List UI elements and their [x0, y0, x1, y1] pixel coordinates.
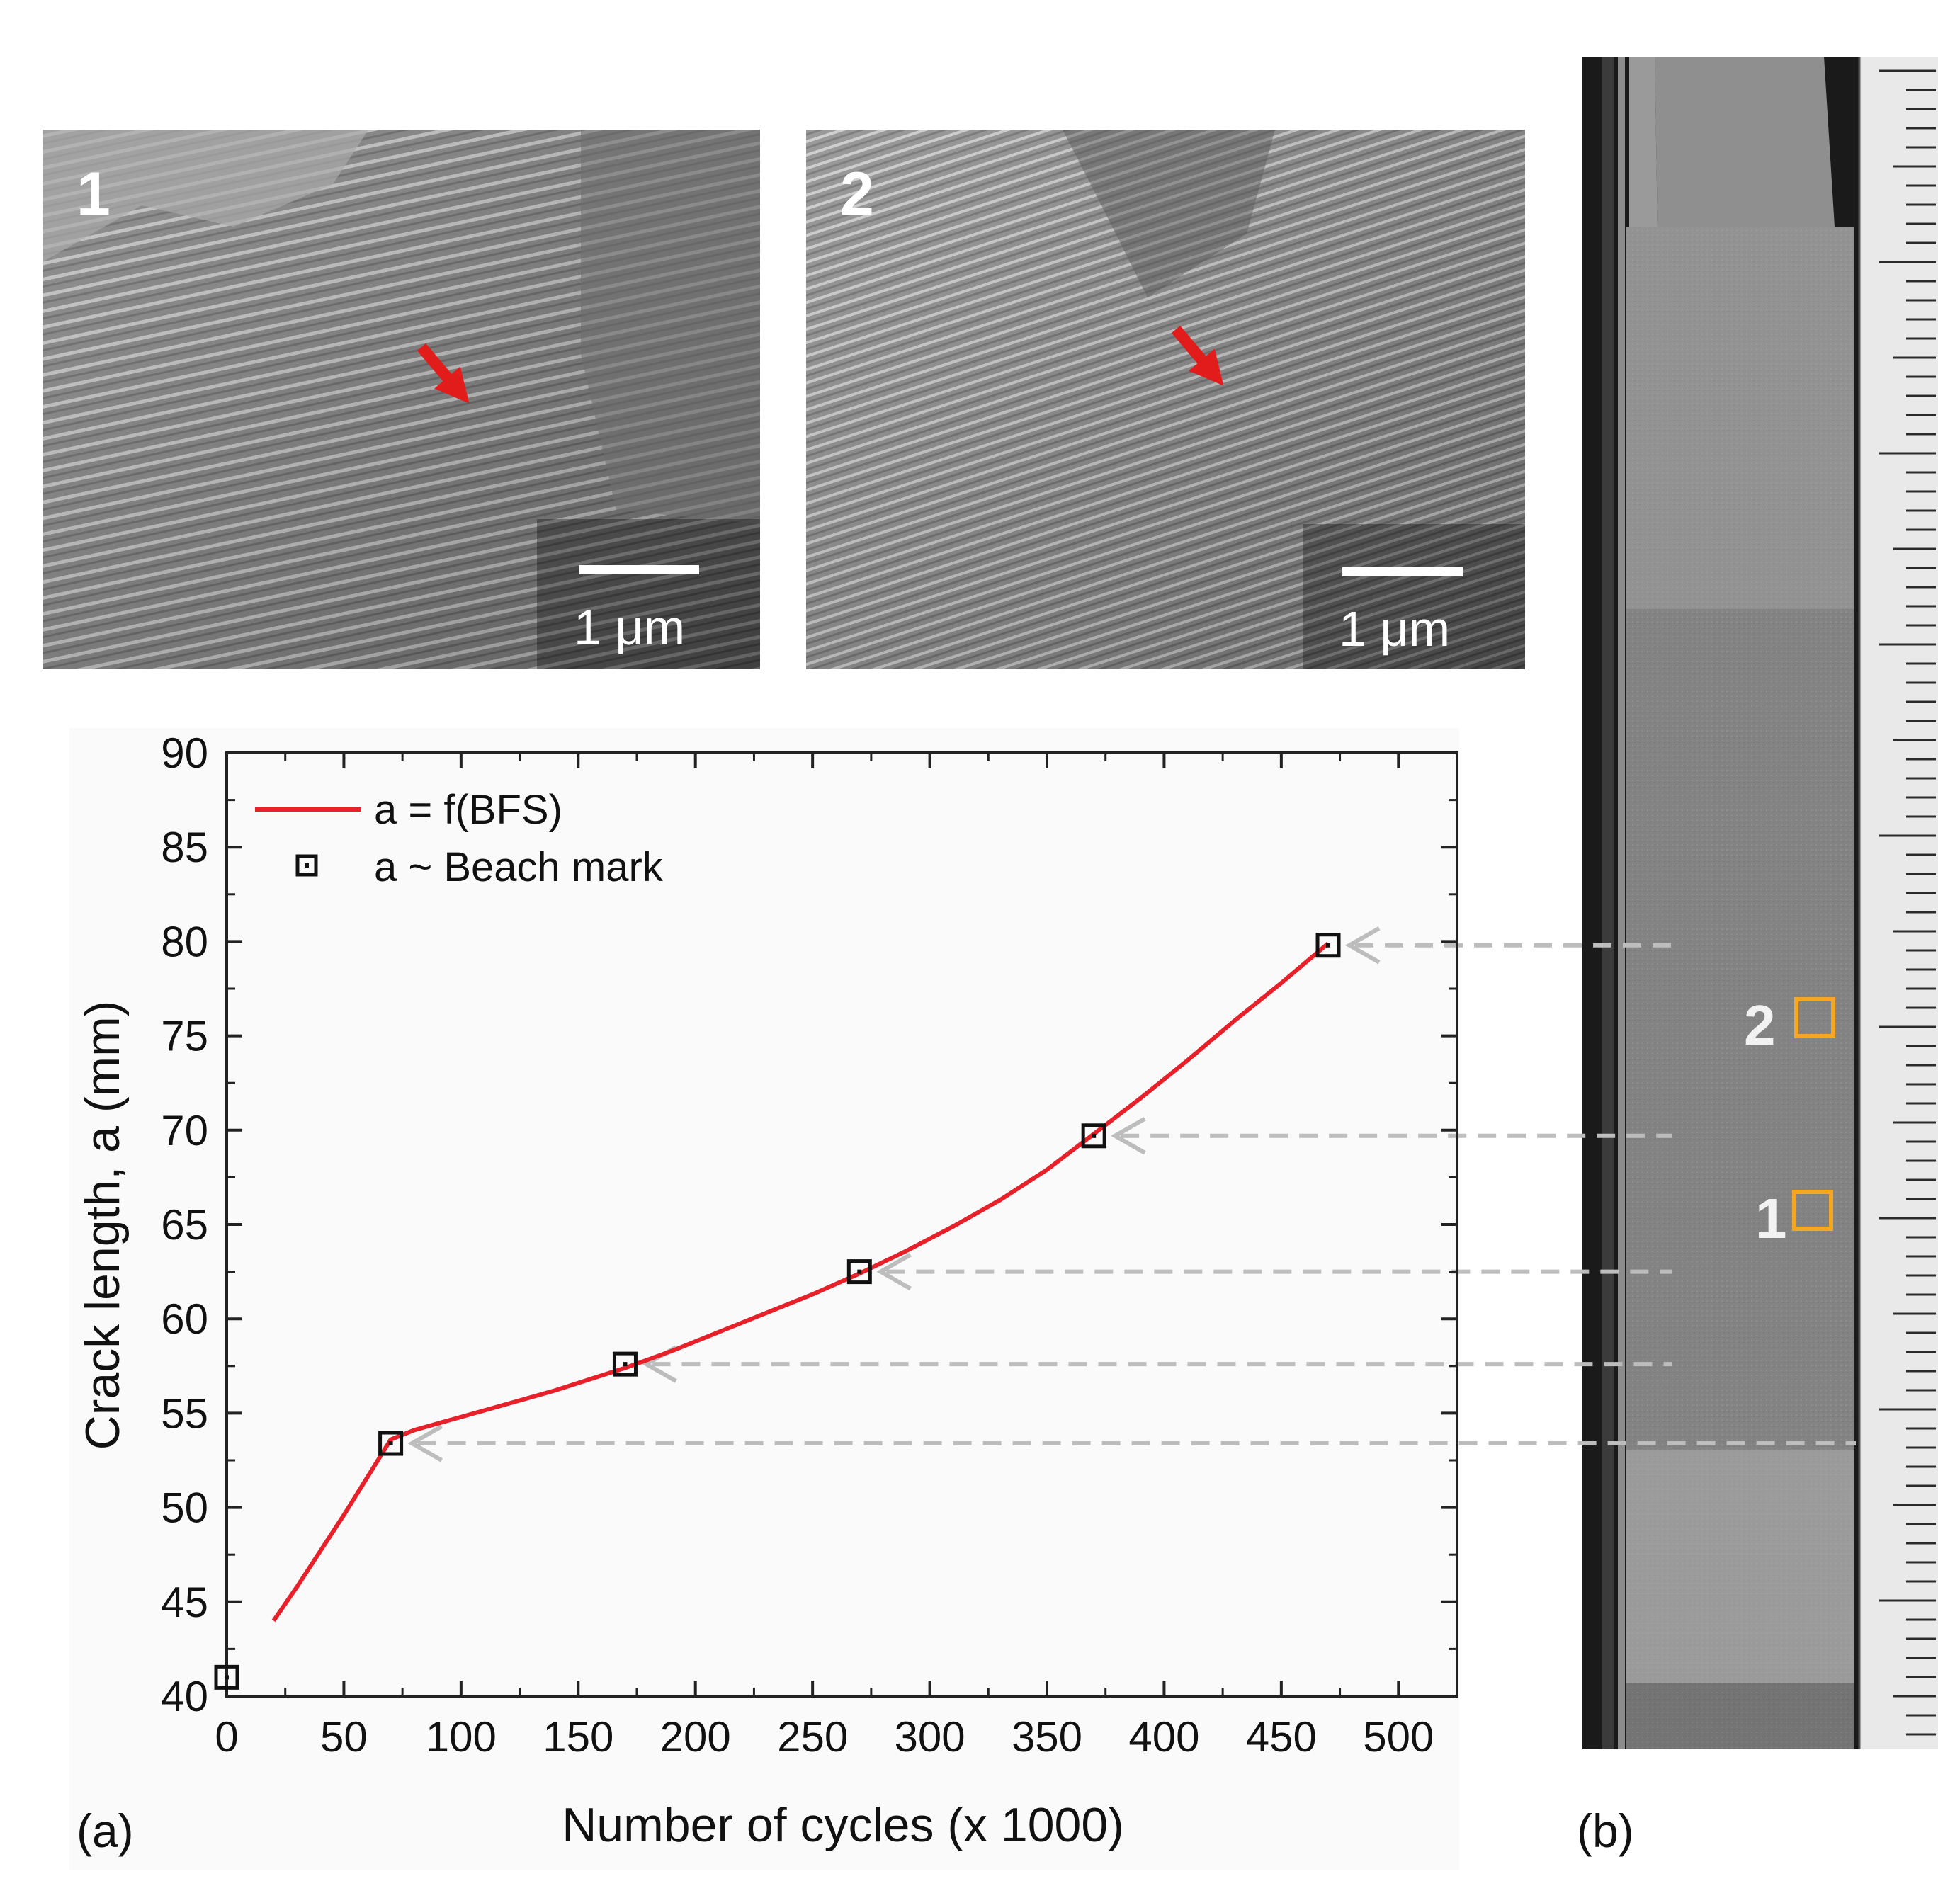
- roi-label-1: 1: [1755, 1187, 1787, 1250]
- beach-mark-guide-arrows: [407, 926, 1856, 1462]
- feature-arrow-icon: [417, 343, 470, 404]
- y-tick-label: 80: [161, 918, 208, 965]
- x-tick-label: 100: [426, 1713, 497, 1761]
- scale-bar-2: [1342, 567, 1463, 576]
- y-tick-label: 55: [161, 1390, 208, 1437]
- y-tick-label: 65: [161, 1201, 208, 1249]
- guide-arrow-head-icon: [876, 1252, 912, 1291]
- beach-mark-point-center: [623, 1362, 628, 1367]
- panel-label-a: (a): [77, 1805, 134, 1857]
- y-tick-label: 50: [161, 1484, 208, 1532]
- ruler-scale: [1859, 57, 1938, 1749]
- y-axis-title: Crack length, a (mm): [76, 1001, 130, 1450]
- y-axis-ticks: 40 45 50 55 60 65 70 75 80 85 90: [161, 729, 1457, 1720]
- micrograph-1-label: 1: [77, 160, 111, 228]
- sem-micrograph-2: 2 1 μm: [806, 130, 1525, 669]
- beach-mark-point-center: [1092, 1133, 1097, 1138]
- beach-mark-point: [1315, 933, 1341, 958]
- y-tick-label: 70: [161, 1107, 208, 1154]
- y-tick-label: 40: [161, 1673, 208, 1720]
- legend: a = f(BFS) a ~ Beach mark: [255, 787, 664, 890]
- x-tick-label: 150: [543, 1713, 613, 1761]
- y-tick-label: 75: [161, 1013, 208, 1060]
- x-tick-label: 400: [1128, 1713, 1199, 1761]
- guide-arrow-head-icon: [407, 1424, 443, 1462]
- x-tick-label: 350: [1012, 1713, 1082, 1761]
- x-tick-label: 300: [895, 1713, 965, 1761]
- feature-arrow-icon: [1171, 325, 1224, 386]
- beach-mark-point-center: [1326, 943, 1331, 948]
- roi-box-1: [1792, 1190, 1833, 1231]
- beach-mark-point: [214, 1664, 239, 1690]
- y-tick-label: 85: [161, 824, 208, 871]
- fit-line-series: [271, 941, 1330, 1623]
- legend-marker-swatch: [295, 854, 318, 877]
- beach-mark-point: [378, 1431, 404, 1456]
- y-tick-label: 45: [161, 1579, 208, 1626]
- x-tick-label: 500: [1363, 1713, 1434, 1761]
- roi-box-2: [1794, 997, 1835, 1038]
- guide-arrow-head-icon: [1111, 1117, 1146, 1155]
- y-tick-label: 90: [161, 729, 208, 777]
- panel-label-b: (b): [1577, 1805, 1634, 1857]
- roi-label-2: 2: [1744, 994, 1776, 1057]
- x-tick-label: 50: [320, 1713, 368, 1761]
- x-axis-ticks: 0 50 100 150 200 250 300 350 400 450 500: [215, 753, 1434, 1761]
- beach-mark-point-center: [857, 1269, 862, 1274]
- scale-bar-1-label: 1 μm: [574, 600, 685, 655]
- scale-bar-2-label: 1 μm: [1339, 601, 1450, 657]
- x-axis-title: Number of cycles (x 1000): [562, 1798, 1124, 1852]
- guide-arrow-head-icon: [1344, 926, 1381, 965]
- legend-label-fit: a = f(BFS): [374, 787, 562, 833]
- y-tick-label: 60: [161, 1295, 208, 1343]
- beach-mark-point: [846, 1259, 872, 1285]
- crack-growth-chart: 0 50 100 150 200 250 300 350 400 450 500 40 45 50 55 6…: [76, 729, 1856, 1852]
- legend-label-marks: a ~ Beach mark: [374, 844, 664, 890]
- sem-micrograph-1: 1 1 μm: [43, 130, 760, 669]
- x-tick-label: 200: [660, 1713, 731, 1761]
- x-tick-label: 250: [777, 1713, 848, 1761]
- specimen-image: 2 1: [1582, 57, 1938, 1749]
- x-tick-label: 0: [215, 1713, 238, 1761]
- micrograph-2-label: 2: [840, 160, 874, 228]
- beach-mark-markers: [214, 933, 1341, 1690]
- ruler-ticks: [1879, 69, 1936, 1736]
- beach-mark-point-center: [388, 1441, 393, 1446]
- scale-bar-1: [579, 565, 699, 574]
- beach-mark-point: [612, 1351, 638, 1377]
- x-tick-label: 450: [1246, 1713, 1317, 1761]
- beach-mark-point: [1081, 1123, 1106, 1149]
- beach-mark-point-center: [225, 1675, 229, 1680]
- chart-background: [69, 728, 1459, 1870]
